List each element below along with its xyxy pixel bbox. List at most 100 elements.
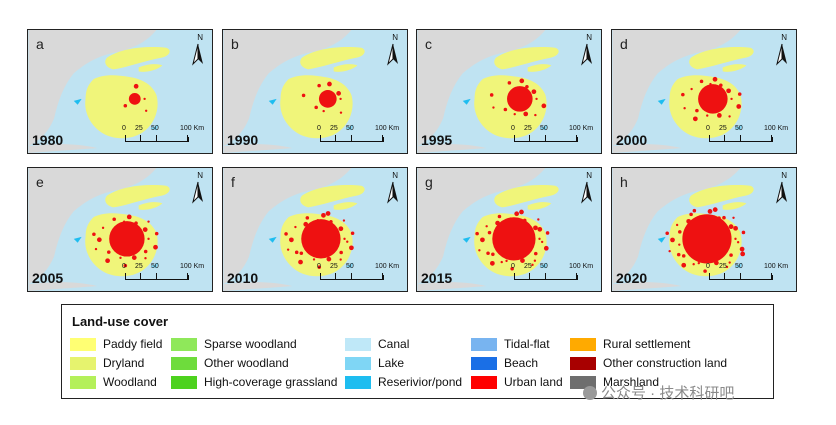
legend-item: Sparse woodland	[171, 336, 297, 352]
map-graphic	[417, 30, 559, 153]
legend-swatch	[171, 356, 197, 370]
legend-swatch	[345, 375, 371, 389]
legend-swatch	[570, 356, 596, 370]
legend-swatch	[345, 356, 371, 370]
north-arrow-icon	[387, 181, 398, 204]
panel-year: 2010	[227, 270, 259, 286]
legend-item: Woodland	[70, 374, 157, 390]
scale-bar: 0 25 50 100 Km	[511, 125, 601, 145]
north-label: N	[197, 171, 203, 180]
panel-letter: f	[231, 174, 235, 190]
legend-item: Canal	[345, 336, 409, 352]
map-panel-a: a N 0 25 50 100 Km 1980	[27, 29, 213, 154]
legend-label: Marshland	[603, 375, 660, 389]
north-label: N	[586, 171, 592, 180]
legend-label: Beach	[504, 356, 539, 370]
map-panel-d: d N 0 25 50 100 Km 2000	[611, 29, 797, 154]
legend-item: Dryland	[70, 355, 144, 371]
legend-label: Urban land	[504, 375, 563, 389]
map-graphic	[223, 168, 365, 291]
map-panel-e: e N 0 25 50 100 Km 2005	[27, 167, 213, 292]
panel-letter: g	[425, 174, 433, 190]
legend-item: Beach	[471, 355, 538, 371]
wechat-icon	[583, 385, 597, 400]
panel-letter: a	[36, 36, 44, 52]
scale-bar: 0 25 50 100 Km	[122, 125, 212, 145]
scale-bar: 0 25 50 100 Km	[122, 263, 212, 283]
legend-label: Reserivior/pond	[378, 375, 463, 389]
legend-label: Woodland	[103, 375, 157, 389]
scale-bar: 0 25 50 100 Km	[317, 263, 407, 283]
panel-year: 1990	[227, 132, 259, 148]
north-arrow-icon	[776, 181, 787, 204]
north-arrow-icon	[581, 43, 592, 66]
scale-bar: 0 25 50 100 Km	[511, 263, 601, 283]
legend-swatch	[471, 375, 497, 389]
legend-item: Marshland	[570, 374, 659, 390]
legend-item: High-coverage grassland	[171, 374, 337, 390]
legend-item: Other construction land	[570, 355, 727, 371]
legend-label: Other woodland	[204, 356, 289, 370]
map-panel-f: f N 0 25 50 100 Km 2010	[222, 167, 408, 292]
map-graphic	[612, 168, 754, 291]
legend-swatch	[171, 337, 197, 351]
legend-label: Sparse woodland	[204, 337, 297, 351]
legend-swatch	[471, 337, 497, 351]
map-graphic	[28, 30, 170, 153]
map-panel-h: h N 0 25 50 100 Km 2020	[611, 167, 797, 292]
legend-label: Other construction land	[603, 356, 728, 370]
map-graphic	[28, 168, 170, 291]
north-label: N	[781, 171, 787, 180]
legend-item: Paddy field	[70, 336, 162, 352]
north-arrow-icon	[192, 181, 203, 204]
panel-letter: d	[620, 36, 628, 52]
legend-item: Rural settlement	[570, 336, 690, 352]
panel-letter: e	[36, 174, 44, 190]
legend-swatch	[70, 356, 96, 370]
panel-year: 2000	[616, 132, 648, 148]
scale-bar: 0 25 50 100 Km	[706, 125, 796, 145]
legend-label: Paddy field	[103, 337, 163, 351]
legend-item: Other woodland	[171, 355, 289, 371]
legend-swatch	[70, 337, 96, 351]
north-arrow-icon	[192, 43, 203, 66]
legend-title: Land-use cover	[72, 314, 169, 329]
panel-letter: c	[425, 36, 432, 52]
watermark-text: 公众号 · 技术科研吧	[601, 385, 735, 402]
legend-item: Reserivior/pond	[345, 374, 462, 390]
map-graphic	[612, 30, 754, 153]
map-graphic	[417, 168, 559, 291]
legend-label: Lake	[378, 356, 405, 370]
legend-swatch	[171, 375, 197, 389]
north-label: N	[392, 33, 398, 42]
panel-year: 2005	[32, 270, 64, 286]
north-arrow-icon	[581, 181, 592, 204]
legend-swatch	[70, 375, 96, 389]
legend-swatch	[570, 375, 596, 389]
north-arrow-icon	[387, 43, 398, 66]
panel-year: 2015	[421, 270, 453, 286]
legend: Land-use cover Paddy field Dryland Woodl…	[61, 304, 774, 399]
north-label: N	[781, 33, 787, 42]
watermark: 公众号 · 技术科研吧	[583, 382, 734, 403]
north-label: N	[197, 33, 203, 42]
legend-item: Tidal-flat	[471, 336, 550, 352]
north-arrow-icon	[776, 43, 787, 66]
panel-year: 1980	[32, 132, 64, 148]
map-panel-g: g N 0 25 50 100 Km 2015	[416, 167, 602, 292]
legend-swatch	[570, 337, 596, 351]
panel-letter: h	[620, 174, 628, 190]
legend-label: Rural settlement	[603, 337, 691, 351]
map-graphic	[223, 30, 365, 153]
legend-label: Tidal-flat	[504, 337, 550, 351]
legend-item: Urban land	[471, 374, 563, 390]
map-panel-c: c N 0 25 50 100 Km 1995	[416, 29, 602, 154]
legend-item: Lake	[345, 355, 404, 371]
map-panel-b: b N 0 25 50 100 Km 1990	[222, 29, 408, 154]
legend-swatch	[345, 337, 371, 351]
north-label: N	[392, 171, 398, 180]
scale-bar: 0 25 50 100 Km	[706, 263, 796, 283]
legend-label: Canal	[378, 337, 410, 351]
legend-label: High-coverage grassland	[204, 375, 338, 389]
panel-year: 2020	[616, 270, 648, 286]
